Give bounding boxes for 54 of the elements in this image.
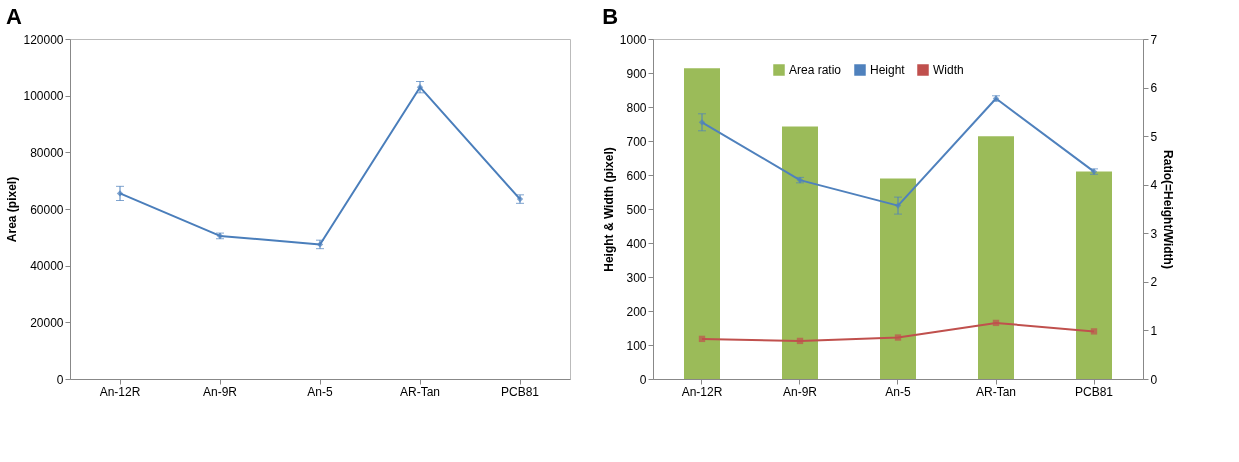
x-tick-label: An-5 [885, 384, 911, 399]
y-tick-label: 40000 [30, 259, 64, 274]
x-tick-label: An-5 [307, 384, 333, 399]
point [894, 334, 902, 341]
y-tick-label: 0 [56, 372, 64, 387]
bar [1076, 171, 1112, 379]
point [698, 335, 706, 343]
y2-tick-label: 4 [1150, 178, 1158, 193]
y-tick-label: 400 [626, 236, 647, 251]
y-tick-label: 100 [626, 338, 647, 353]
x-tick-label: AR-Tan [975, 384, 1017, 399]
x-tick-label: PCB81 [500, 384, 540, 399]
y-tick-label: 800 [626, 100, 647, 115]
legend-label: Area ratio [789, 63, 842, 77]
point [1090, 328, 1098, 335]
y2-tick-label: 0 [1150, 372, 1158, 387]
x-tick-label: AR-Tan [399, 384, 441, 399]
y-tick-label: 100000 [23, 89, 64, 104]
y2-tick-label: 7 [1150, 32, 1158, 47]
y-tick-label: 60000 [30, 202, 64, 217]
legend-label: Height [870, 63, 906, 77]
y-tick-label: 80000 [30, 145, 64, 160]
y-axis-title: Height & Width (pixel) [601, 147, 616, 272]
point [796, 337, 804, 345]
y2-tick-label: 1 [1150, 323, 1158, 338]
x-tick-label: An-12R [99, 384, 141, 399]
x-tick-label: An-12R [681, 384, 723, 399]
y2-tick-label: 6 [1150, 81, 1158, 96]
y-tick-label: 1000 [619, 32, 647, 47]
y-tick-label: 300 [626, 270, 647, 285]
y-tick-label: 20000 [30, 315, 64, 330]
y-tick-label: 200 [626, 304, 647, 319]
y-tick-label: 120000 [23, 32, 64, 47]
point [992, 319, 1000, 327]
y-axis-title: Area (pixel) [5, 176, 20, 243]
bar [684, 68, 720, 379]
y2-axis-title: Ratio(=Height/Width) [1161, 150, 1176, 269]
y2-tick-label: 2 [1150, 275, 1158, 290]
y-tick-label: 900 [626, 66, 647, 81]
legend-label: Width [933, 63, 964, 77]
y-tick-label: 700 [626, 134, 647, 149]
chart-title: A [5, 4, 22, 29]
bar [880, 178, 916, 379]
x-tick-label: An-9R [202, 384, 238, 399]
y2-tick-label: 5 [1150, 129, 1158, 144]
y-tick-label: 500 [626, 202, 647, 217]
y-tick-label: 0 [639, 372, 647, 387]
chart-title: B [602, 4, 619, 29]
bar [978, 136, 1014, 379]
x-tick-label: An-9R [782, 384, 818, 399]
bar [782, 126, 818, 379]
x-tick-label: PCB81 [1074, 384, 1114, 399]
y-tick-label: 600 [626, 168, 647, 183]
y2-tick-label: 3 [1150, 226, 1158, 241]
